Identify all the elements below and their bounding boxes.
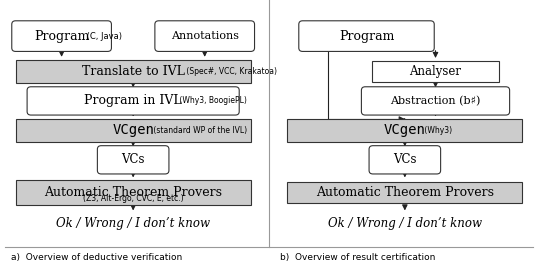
FancyBboxPatch shape (16, 119, 251, 142)
Text: Program in IVL: Program in IVL (84, 95, 182, 107)
Text: Automatic Theorem Provers: Automatic Theorem Provers (316, 186, 494, 199)
FancyBboxPatch shape (16, 60, 251, 83)
Text: (Spec#, VCC, Krakatoa): (Spec#, VCC, Krakatoa) (184, 67, 277, 76)
FancyBboxPatch shape (362, 87, 509, 115)
Text: VCs: VCs (122, 153, 145, 166)
Text: (Z3, Alt-Ergo, CVC, E, etc.): (Z3, Alt-Ergo, CVC, E, etc.) (83, 194, 183, 203)
Text: VCgen: VCgen (112, 123, 154, 137)
Text: (standard WP of the IVL): (standard WP of the IVL) (151, 126, 247, 135)
Text: Translate to IVL: Translate to IVL (82, 65, 185, 78)
Text: Analyser: Analyser (409, 65, 462, 78)
Text: VCgen: VCgen (0, 273, 1, 274)
Text: Program: Program (0, 273, 1, 274)
Text: (Why3): (Why3) (422, 126, 452, 135)
Text: (C, Java): (C, Java) (84, 32, 122, 41)
Text: VCgen: VCgen (0, 273, 1, 274)
Text: Automatic Theorem Provers: Automatic Theorem Provers (44, 186, 222, 199)
FancyBboxPatch shape (299, 21, 434, 52)
Text: a)  Overview of deductive verification: a) Overview of deductive verification (11, 253, 182, 262)
Text: b)  Overview of result certification: b) Overview of result certification (280, 253, 435, 262)
FancyBboxPatch shape (372, 61, 499, 82)
FancyBboxPatch shape (12, 21, 111, 52)
Text: Ok / Wrong / I don’t know: Ok / Wrong / I don’t know (328, 217, 482, 230)
FancyBboxPatch shape (287, 182, 522, 203)
FancyBboxPatch shape (27, 87, 239, 115)
Text: VCs: VCs (393, 153, 416, 166)
Text: Program in IVL: Program in IVL (0, 273, 1, 274)
FancyBboxPatch shape (155, 21, 254, 52)
Text: Translate to IVL: Translate to IVL (0, 273, 1, 274)
FancyBboxPatch shape (16, 181, 251, 205)
Text: Program: Program (34, 30, 89, 43)
Text: Ok / Wrong / I don’t know: Ok / Wrong / I don’t know (56, 217, 210, 230)
FancyBboxPatch shape (369, 146, 441, 174)
Text: Annotations: Annotations (171, 31, 239, 41)
Text: VCgen: VCgen (384, 123, 426, 137)
Text: Program: Program (339, 30, 394, 43)
Text: (Why3, BoogiePL): (Why3, BoogiePL) (178, 96, 247, 105)
FancyBboxPatch shape (287, 119, 522, 142)
Text: Abstraction (b♯): Abstraction (b♯) (391, 96, 480, 106)
FancyBboxPatch shape (97, 146, 169, 174)
